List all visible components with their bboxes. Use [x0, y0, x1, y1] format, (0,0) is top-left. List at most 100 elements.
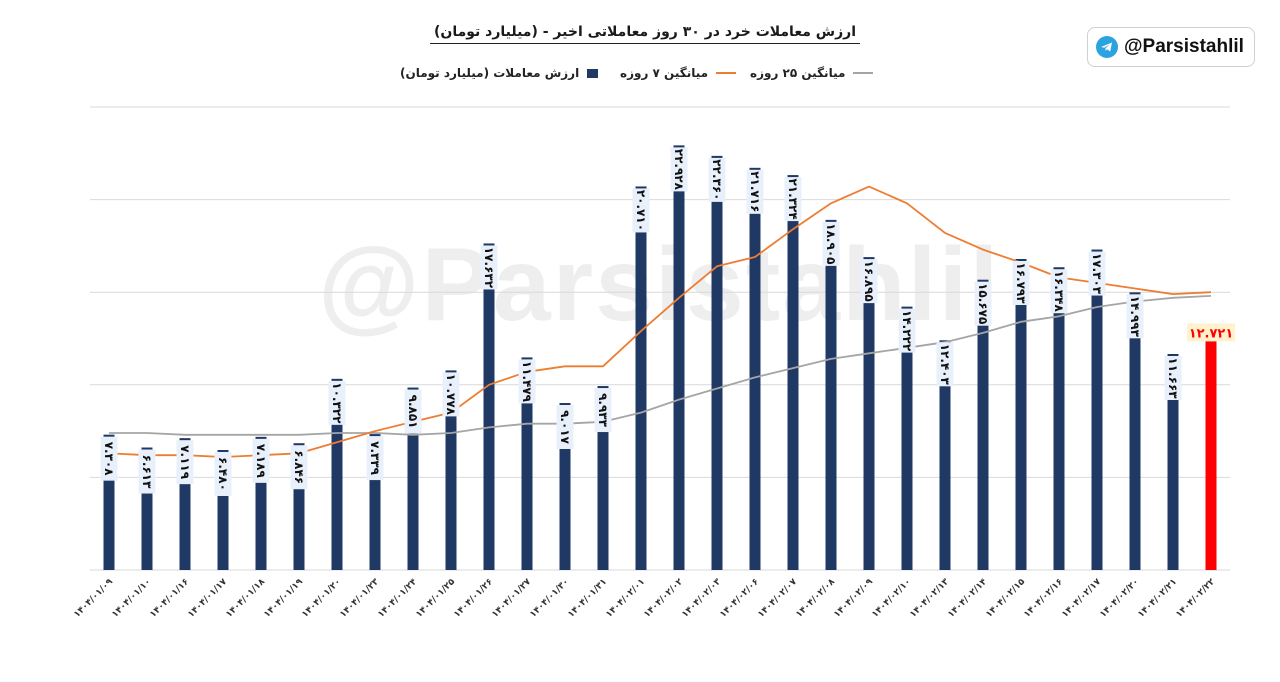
- x-tick-label: ۱۴۰۴/۰۱/۱۹: [262, 577, 305, 620]
- legend-swatch-ma25: [853, 72, 874, 74]
- x-tick-label: ۱۴۰۴/۰۲/۲۲: [1174, 577, 1217, 620]
- x-tick-label: ۱۴۰۴/۰۲/۱۰: [870, 577, 913, 620]
- telegram-channel-badge[interactable]: @Parsistahlil: [1087, 27, 1255, 67]
- bar: [749, 167, 761, 570]
- bar: [141, 447, 153, 570]
- legend-label-ma25: میانگین ۲۵ روزه: [750, 66, 846, 80]
- legend-label-trade-value: ارزش معاملات (میلیارد تومان): [400, 66, 580, 80]
- x-tick-label: ۱۴۰۴/۰۲/۰۲: [642, 577, 685, 620]
- data-label-box: [556, 405, 574, 450]
- data-label: ۹.۰۱۷: [558, 410, 572, 445]
- data-label: ۱۶.۸۹۵: [862, 261, 876, 302]
- data-label: ۱۸.۹۰۵: [824, 223, 838, 264]
- bar: [673, 145, 685, 570]
- data-label: ۲۲.۳۶۰: [710, 159, 724, 200]
- x-tick-label: ۱۴۰۴/۰۲/۲۱: [1136, 577, 1179, 620]
- data-label-box: [594, 388, 612, 433]
- bar: [483, 243, 495, 570]
- bar: [1091, 249, 1103, 570]
- data-label-box: [1050, 269, 1068, 314]
- bar: [901, 306, 913, 570]
- x-tick-label: ۱۴۰۴/۰۲/۲۰: [1098, 577, 1141, 620]
- legend-label-ma7: میانگین ۷ روزه: [620, 66, 709, 80]
- x-tick-label: ۱۴۰۴/۰۲/۰۱: [604, 577, 647, 620]
- x-tick-label: ۱۴۰۴/۰۱/۲۴: [376, 577, 419, 620]
- bar: [825, 219, 837, 570]
- legend-swatch-bar: [587, 68, 599, 78]
- data-label: ۶.۶۱۳: [140, 455, 154, 490]
- data-label-box: [784, 177, 802, 222]
- bar: [1015, 258, 1027, 570]
- data-label-box: [290, 445, 308, 490]
- chart-legend: ارزش معاملات (میلیارد تومان) میانگین ۷ ر…: [0, 66, 1280, 84]
- data-label: ۱۲.۷۲۱: [1189, 326, 1234, 341]
- ma7-line: [108, 185, 1212, 458]
- data-label: ۱۵.۶۷۵: [976, 283, 990, 324]
- data-label-box: [822, 221, 840, 266]
- bar: [255, 436, 267, 570]
- x-tick-label: ۱۴۰۴/۰۱/۰۹: [72, 577, 115, 620]
- x-tick-label: ۱۴۰۴/۰۱/۲۶: [452, 577, 495, 620]
- data-label-box: [518, 359, 536, 404]
- x-tick-label: ۱۴۰۴/۰۱/۱۰: [110, 577, 153, 620]
- data-label-box: [138, 449, 156, 494]
- x-tick-label: ۱۴۰۴/۰۲/۱۶: [1022, 577, 1065, 620]
- bar: [103, 434, 115, 570]
- data-label: ۹.۹۳۳: [596, 393, 610, 428]
- x-tick-label: ۱۴۰۴/۰۱/۳۰: [528, 577, 571, 620]
- data-label: ۲۱.۷۱۶: [748, 171, 762, 212]
- data-label-box: [214, 451, 232, 496]
- data-label-box: [898, 308, 916, 353]
- bar: [711, 155, 723, 570]
- ma25-line: [109, 295, 1212, 436]
- bar: [179, 438, 191, 570]
- data-label-box: [936, 342, 954, 387]
- bar: [445, 370, 457, 570]
- data-label-box: [1012, 260, 1030, 305]
- data-label: ۷.۳۳۹: [368, 441, 382, 476]
- telegram-handle: @Parsistahlil: [1124, 36, 1244, 57]
- data-label: ۱۱.۴۷۹: [520, 361, 534, 403]
- data-label: ۱۶.۷۹۳: [1014, 262, 1028, 304]
- x-tick-label: ۱۴۰۴/۰۱/۱۶: [148, 577, 191, 620]
- data-label: ۱۰.۷۷۸: [444, 374, 458, 416]
- x-tick-label: ۱۴۰۴/۰۱/۲۰: [300, 577, 343, 620]
- bar: [331, 378, 343, 570]
- data-label-box: [404, 389, 422, 434]
- legend-item-ma25: میانگین ۲۵ روزه: [750, 66, 874, 80]
- data-label-box: [1088, 251, 1106, 296]
- data-label-box: [480, 245, 498, 290]
- data-label-box: [1126, 294, 1144, 339]
- bar: [863, 257, 875, 570]
- legend-item-ma7: میانگین ۷ روزه: [620, 66, 737, 80]
- x-tick-label: ۱۴۰۴/۰۲/۰۷: [756, 577, 799, 620]
- x-tick-label: ۱۴۰۴/۰۲/۰۸: [794, 577, 837, 620]
- x-tick-label: ۱۴۰۴/۰۲/۰۹: [832, 577, 875, 620]
- data-label-box: [860, 259, 878, 304]
- data-label-box: [176, 440, 194, 485]
- data-label-box: [442, 372, 460, 417]
- bar: [939, 340, 951, 570]
- data-label-box: [366, 436, 384, 481]
- chart-title-text: ارزش معاملات خرد در ۳۰ روز معاملاتی اخیر…: [429, 24, 860, 44]
- data-label-box: [974, 281, 992, 326]
- x-tick-label: ۱۴۰۴/۰۲/۱۳: [908, 577, 951, 620]
- data-label-box: [100, 436, 118, 481]
- bar: [1129, 292, 1141, 570]
- legend-swatch-ma7: [716, 72, 737, 74]
- x-tick-label: ۱۴۰۴/۰۱/۲۷: [490, 577, 533, 620]
- telegram-icon: [1096, 36, 1118, 58]
- bar: [597, 386, 609, 570]
- x-tick-label: ۱۴۰۴/۰۲/۱۵: [984, 577, 1027, 620]
- bar: [521, 357, 533, 570]
- data-label-box: [1164, 356, 1182, 401]
- data-label-box: [328, 380, 346, 425]
- bar: [977, 279, 989, 570]
- bar: [1205, 334, 1217, 570]
- bar: [407, 387, 419, 570]
- data-label: ۶.۸۴۶: [292, 450, 306, 484]
- data-label: ۷.۱۱۹: [178, 445, 192, 480]
- bar: [217, 449, 229, 570]
- data-label: ۱۱.۶۶۳: [1166, 357, 1180, 399]
